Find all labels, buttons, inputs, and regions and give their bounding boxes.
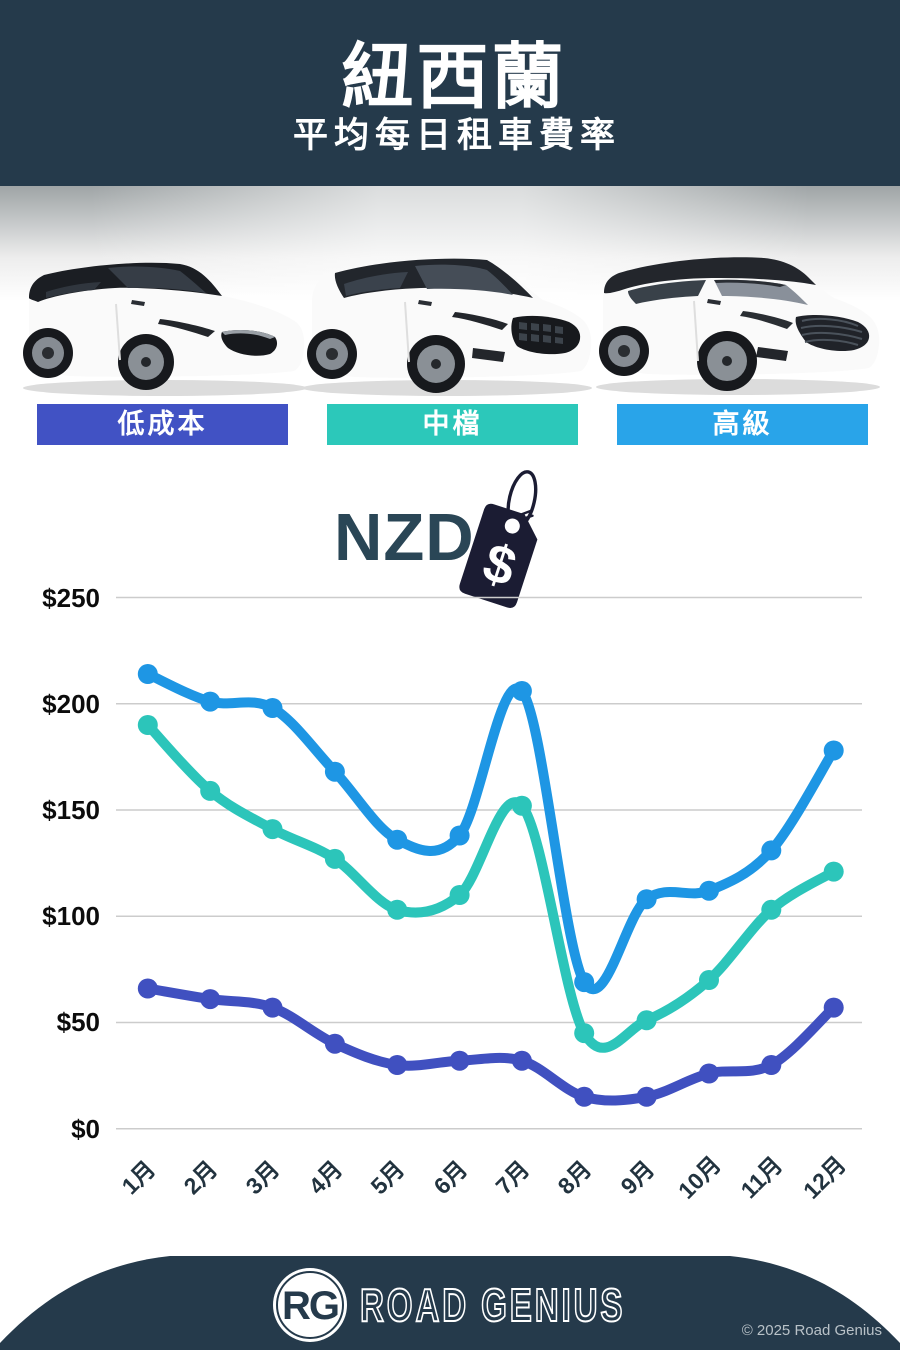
- svg-text:RG: RG: [282, 1284, 338, 1328]
- svg-text:$250: $250: [42, 583, 100, 613]
- svg-text:$50: $50: [57, 1007, 100, 1037]
- svg-text:$150: $150: [42, 795, 100, 825]
- svg-text:$100: $100: [42, 901, 100, 931]
- svg-text:$200: $200: [42, 689, 100, 719]
- svg-text:$0: $0: [71, 1114, 100, 1144]
